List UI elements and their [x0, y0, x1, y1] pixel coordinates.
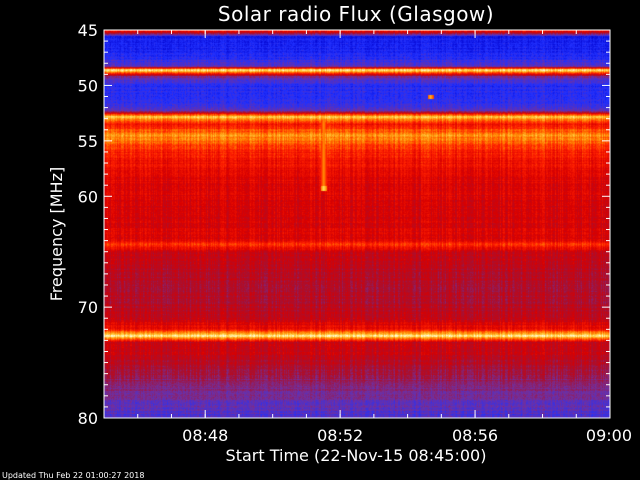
y-tick-label: 60 [78, 187, 98, 206]
x-tick-label: 08:48 [182, 426, 228, 445]
chart-title: Solar radio Flux (Glasgow) [218, 2, 494, 26]
axis-ticks: 45 50 55 60 70 80 08:48 08:52 08:56 09:00 [78, 21, 632, 445]
plot-frame [103, 29, 611, 419]
x-axis-label: Start Time (22-Nov-15 08:45:00) [226, 446, 487, 465]
y-tick-label: 70 [78, 298, 98, 317]
y-tick-label: 55 [78, 132, 98, 151]
x-tick-label: 08:56 [452, 426, 498, 445]
updated-timestamp: Updated Thu Feb 22 01:00:27 2018 [2, 471, 144, 480]
y-axis-label: Frequency [MHz] [47, 167, 66, 301]
y-tick-label: 50 [78, 76, 98, 95]
x-tick-label: 09:00 [586, 426, 632, 445]
heatmap-area [104, 30, 610, 418]
x-tick-label: 08:52 [317, 426, 363, 445]
y-tick-label: 45 [78, 21, 98, 40]
heatmap-raster [104, 30, 610, 418]
y-tick-label: 80 [78, 409, 98, 428]
